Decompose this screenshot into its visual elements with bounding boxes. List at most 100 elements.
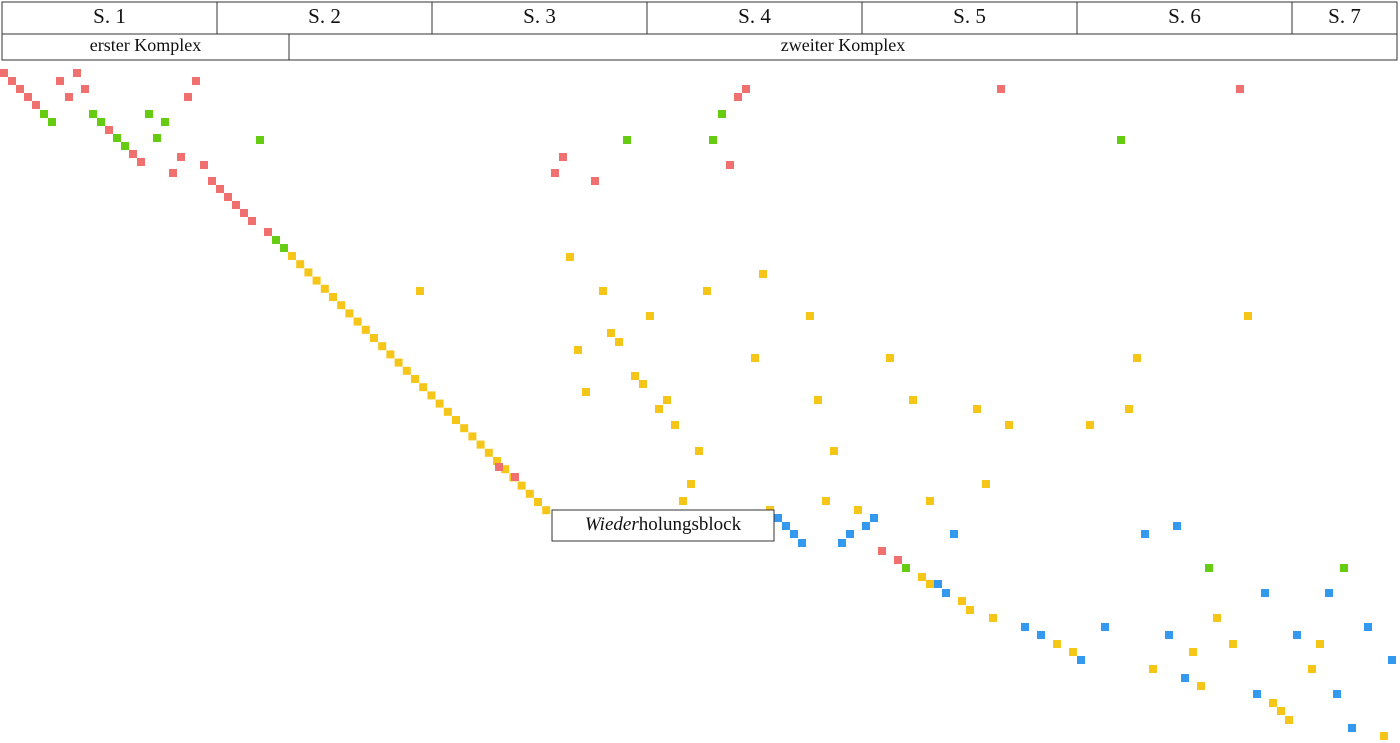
dot [854, 506, 862, 514]
page-cell [1076, 1, 1293, 35]
dot [1285, 716, 1293, 724]
dot [1277, 707, 1285, 715]
section-label: erster Komplex [90, 35, 201, 55]
dot [574, 346, 582, 354]
dot [192, 77, 200, 85]
dot [501, 465, 510, 474]
page-cell [431, 1, 648, 35]
dot [862, 522, 870, 530]
dot [631, 372, 639, 380]
dot [838, 539, 846, 547]
page-label: S. 6 [1168, 4, 1201, 28]
dot [353, 317, 362, 326]
dot [734, 93, 742, 101]
dot [1069, 648, 1077, 656]
dot [525, 489, 534, 498]
dot [950, 530, 958, 538]
dot [1189, 648, 1197, 656]
dot [216, 185, 224, 193]
dot [1181, 674, 1189, 682]
dot [1244, 312, 1252, 320]
dot [646, 312, 654, 320]
dot [1117, 136, 1125, 144]
dot [402, 366, 411, 375]
dot [81, 85, 89, 93]
box-label: Wiederholungsblock [585, 514, 742, 535]
dot [296, 260, 305, 269]
dot [671, 421, 679, 429]
dot [97, 118, 105, 126]
dot [419, 383, 428, 392]
dot [663, 396, 671, 404]
section-cell [1, 33, 290, 61]
dot [460, 424, 469, 433]
dot [1325, 589, 1333, 597]
dot [1380, 732, 1388, 740]
dot [476, 440, 485, 449]
dot [161, 118, 169, 126]
dot [591, 177, 599, 185]
page-label: S. 3 [523, 4, 556, 28]
dot [256, 136, 264, 144]
dot [493, 457, 501, 465]
dot [113, 134, 121, 142]
dot [958, 597, 966, 605]
section-label: zweiter Komplex [781, 35, 905, 55]
page-cell [216, 1, 433, 35]
dot [427, 391, 436, 400]
dot [742, 85, 750, 93]
dot [40, 110, 48, 118]
dot [782, 522, 790, 530]
dot [345, 309, 354, 318]
dot [559, 153, 567, 161]
dot [1236, 85, 1244, 93]
dot [1388, 656, 1396, 664]
dot [416, 287, 424, 295]
dot [1173, 522, 1181, 530]
dot [386, 350, 395, 359]
dot [1340, 564, 1348, 572]
dot [16, 85, 24, 93]
dot [272, 236, 280, 244]
dot [1253, 690, 1261, 698]
dot [726, 161, 734, 169]
dot [1308, 665, 1316, 673]
dot [1348, 724, 1356, 732]
dot [942, 589, 950, 597]
dot [56, 77, 64, 85]
dot [599, 287, 607, 295]
dot [894, 556, 902, 564]
dot [280, 244, 288, 252]
dot [361, 325, 370, 334]
dot [329, 293, 337, 301]
dot [65, 93, 73, 101]
dot [1197, 682, 1205, 690]
dot [129, 150, 137, 158]
dot [790, 530, 798, 538]
dot [615, 338, 623, 346]
dot [248, 217, 256, 225]
dot [121, 142, 129, 150]
dot [468, 432, 477, 441]
dot [1005, 421, 1013, 429]
dot [774, 514, 782, 522]
dot [989, 614, 997, 622]
dot [411, 375, 419, 383]
dot [517, 481, 526, 490]
dot [24, 93, 32, 101]
dot [1077, 656, 1085, 664]
dot [1037, 631, 1045, 639]
dot [982, 480, 990, 488]
dot [105, 126, 113, 134]
dot [814, 396, 822, 404]
dot [607, 329, 615, 337]
box-label-rest: holungsblock [639, 514, 742, 535]
dot [695, 447, 703, 455]
dot [1165, 631, 1173, 639]
dot [394, 358, 403, 367]
dot [902, 564, 910, 572]
dot [224, 193, 232, 201]
dot [1316, 640, 1324, 648]
